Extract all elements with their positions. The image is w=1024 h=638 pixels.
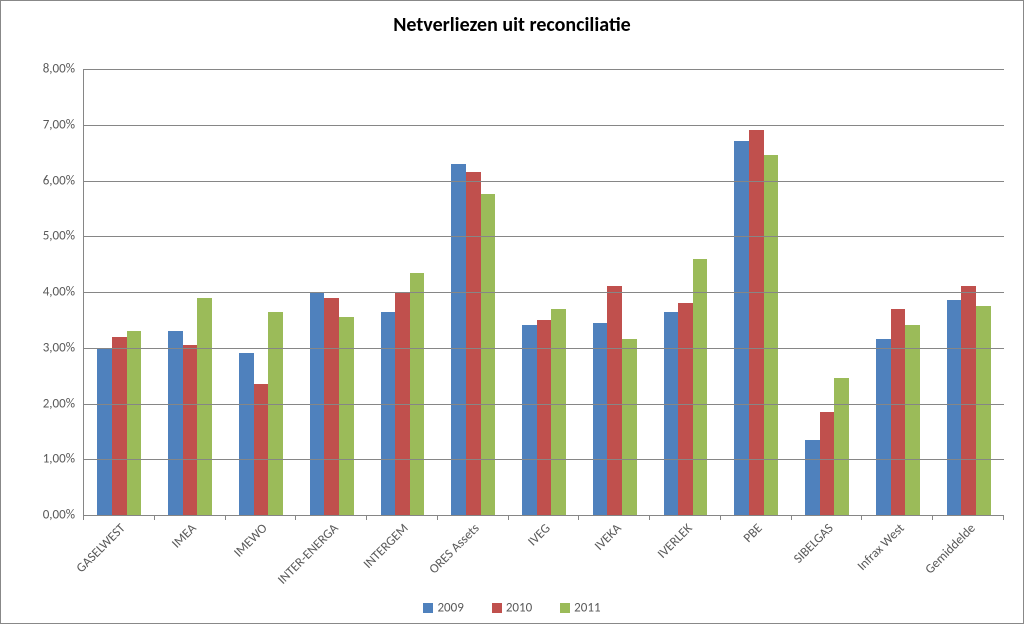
bar [466, 172, 481, 515]
y-axis-label: 2,00% [15, 396, 75, 411]
bar [622, 339, 637, 515]
bar [820, 412, 835, 515]
gridline [84, 125, 1004, 126]
bar [381, 312, 396, 515]
plot-area [83, 69, 1004, 516]
x-tick [508, 515, 509, 520]
legend-swatch [560, 603, 570, 613]
bar [324, 298, 339, 515]
bar [805, 440, 820, 515]
y-axis-label: 4,00% [15, 285, 75, 300]
gridline [84, 404, 1004, 405]
bar [834, 378, 849, 515]
gridline [84, 69, 1004, 70]
bar [410, 273, 425, 516]
x-tick [720, 515, 721, 520]
bar [197, 298, 212, 515]
bar [451, 164, 466, 515]
y-axis-label: 0,00% [15, 508, 75, 523]
bar [664, 312, 679, 515]
x-axis-label: GASELWEST [12, 521, 129, 638]
bar [593, 323, 608, 515]
x-tick [154, 515, 155, 520]
bar [537, 320, 552, 515]
bar [961, 286, 976, 515]
x-tick [225, 515, 226, 520]
bar [947, 300, 962, 515]
y-axis-label: 8,00% [15, 62, 75, 77]
legend-swatch [423, 603, 433, 613]
bar [764, 155, 779, 515]
x-tick [861, 515, 862, 520]
legend: 200920102011 [1, 600, 1023, 615]
x-tick [83, 515, 84, 520]
bar [551, 309, 566, 515]
chart-frame: Netverliezen uit reconciliatie 200920102… [0, 0, 1024, 624]
x-tick [791, 515, 792, 520]
x-tick [649, 515, 650, 520]
gridline [84, 236, 1004, 237]
bar [481, 194, 496, 515]
bar [127, 331, 142, 515]
y-axis-label: 5,00% [15, 229, 75, 244]
bar [876, 339, 891, 515]
y-axis-label: 7,00% [15, 117, 75, 132]
x-tick [932, 515, 933, 520]
bar [522, 325, 537, 515]
bar [168, 331, 183, 515]
y-axis-label: 3,00% [15, 340, 75, 355]
legend-swatch [492, 603, 502, 613]
bar [239, 353, 254, 515]
gridline [84, 459, 1004, 460]
gridline [84, 181, 1004, 182]
gridline [84, 292, 1004, 293]
bar [112, 337, 127, 515]
y-axis-label: 1,00% [15, 452, 75, 467]
gridline [84, 348, 1004, 349]
x-tick [366, 515, 367, 520]
bar [749, 130, 764, 515]
chart-title: Netverliezen uit reconciliatie [1, 13, 1023, 37]
bar [976, 306, 991, 515]
bar [97, 348, 112, 515]
x-tick [578, 515, 579, 520]
x-tick [437, 515, 438, 520]
bar [268, 312, 283, 515]
bar [905, 325, 920, 515]
y-axis-label: 6,00% [15, 173, 75, 188]
bar [607, 286, 622, 515]
bar [678, 303, 693, 515]
bar [183, 345, 198, 515]
bar [891, 309, 906, 515]
x-tick [295, 515, 296, 520]
bar [693, 259, 708, 515]
x-tick [1003, 515, 1004, 520]
